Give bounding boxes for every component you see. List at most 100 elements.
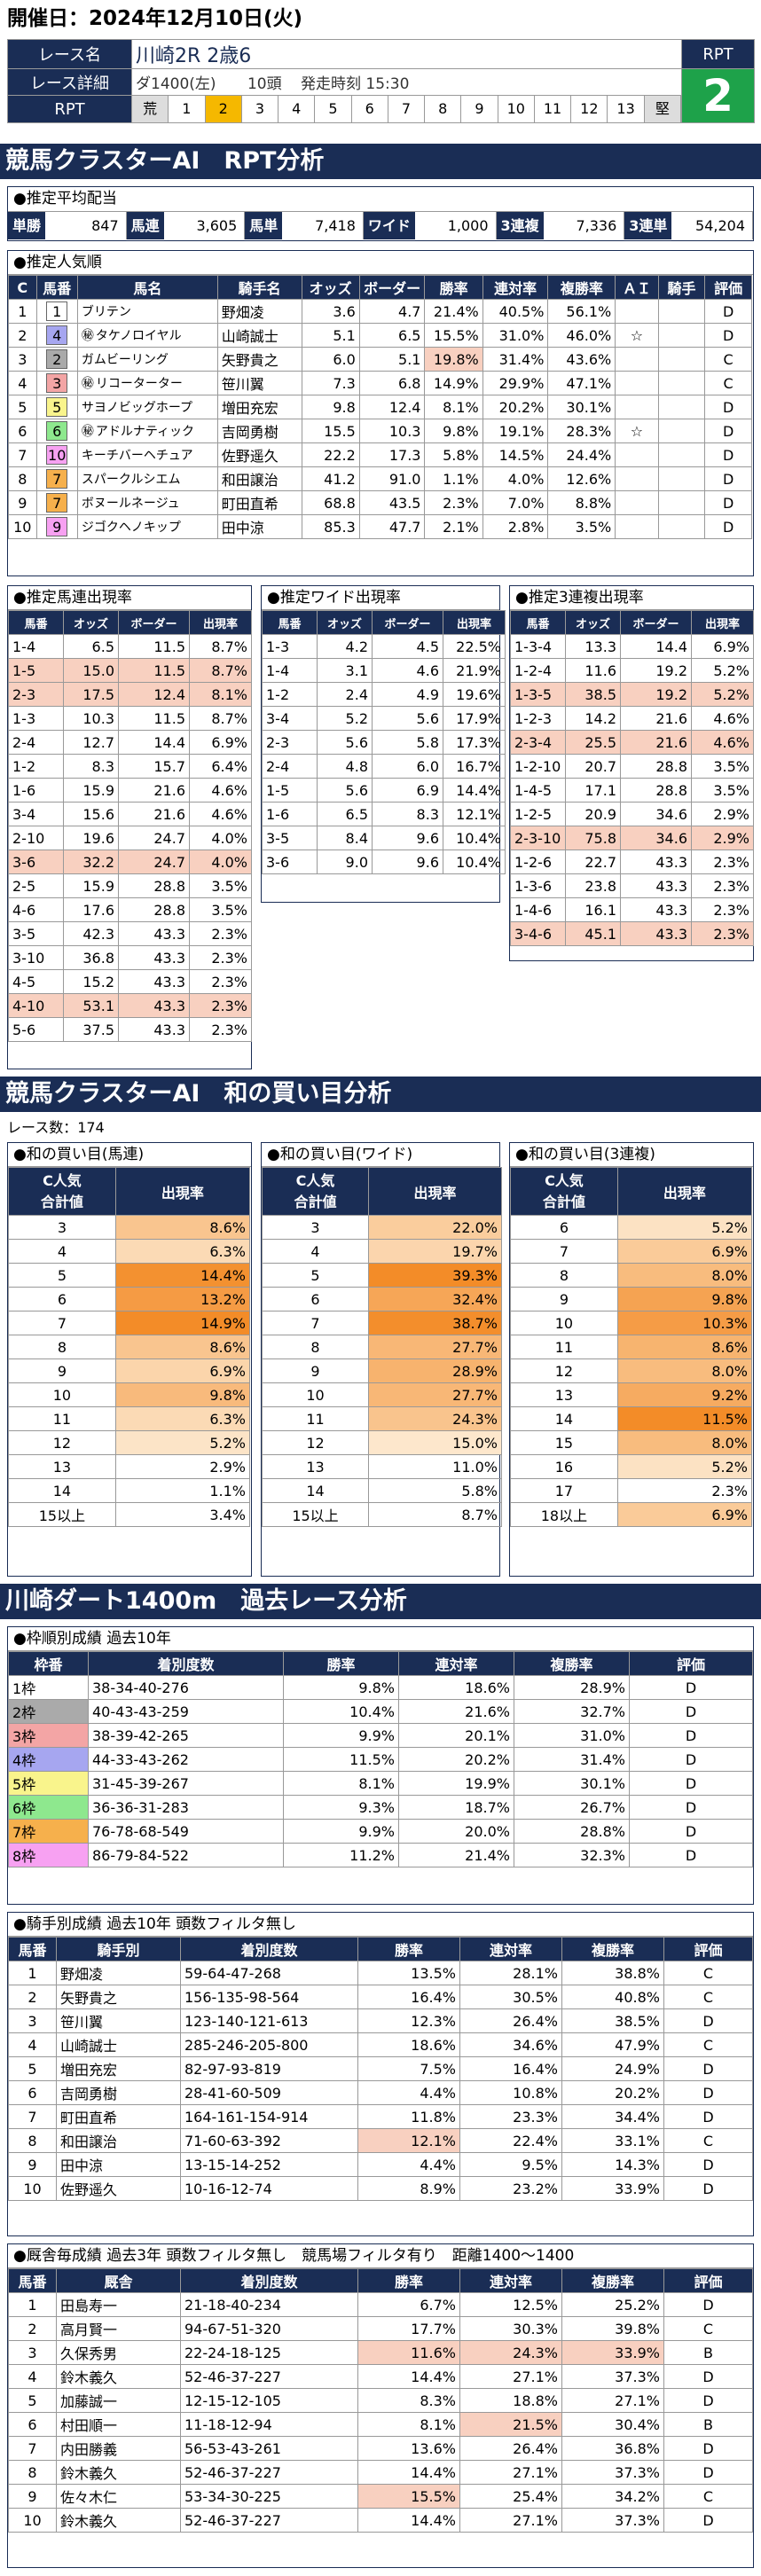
wa-sum: 9 [8, 1358, 116, 1383]
prob-value: 11.5 [118, 658, 190, 683]
table-row: 1枠 38-34-40-276 9.8% 18.6% 28.9% D [8, 1675, 753, 1700]
prob-value: 45.1 [565, 921, 621, 946]
jockey-mark [657, 466, 706, 491]
prob-value: 12.7 [63, 730, 119, 755]
stat-value: 26.4% [459, 2008, 562, 2033]
jockey-name: 矢野貴之 [216, 347, 302, 372]
stat-value: 11-18-12-94 [180, 2412, 358, 2437]
waku-value: 28.8% [514, 1819, 630, 1844]
ninki-header: 馬名 [76, 275, 218, 300]
prob-value: 4.6% [189, 778, 252, 803]
waku-label: 6枠 [8, 1795, 89, 1820]
waku-value: 31.4% [514, 1747, 630, 1772]
prob-header: 出現率 [691, 610, 754, 635]
ninki-value: 14.9% [424, 371, 483, 395]
ninki-header: ＡＩ [615, 275, 659, 300]
prob-value: 43.3 [118, 1017, 190, 1042]
wa-sum: 7 [510, 1239, 618, 1264]
ai-mark [615, 347, 659, 372]
bet-combo: 2-5 [8, 873, 64, 898]
jockey-mark [657, 371, 706, 395]
horse-name-text: ブリテン [81, 305, 131, 319]
stat-value: 34.6% [459, 2032, 562, 2057]
wide-box: ●推定ワイド出現率 馬番 オッズ ボーダー 出現率 1-3 4.2 4.5 22.5% 1-4 3… [261, 585, 506, 903]
table-row: 7 10 キーチバーヘチュア 佐野遥久 22.2 17.3 5.8% 14.5% 24.4% D [8, 442, 752, 467]
prob-value: 43.3 [118, 921, 190, 946]
prob-value: 8.7% [189, 658, 252, 683]
horse-number: 7 [35, 466, 78, 491]
stat-value: 6.7% [357, 2292, 460, 2317]
prob-value: 43.3 [620, 921, 692, 946]
bet-combo: 2-3-4 [510, 730, 566, 755]
ai-mark [615, 442, 659, 467]
table-row: 2-4 12.7 14.4 6.9% [8, 730, 252, 755]
waku-value: 11.2% [283, 1843, 399, 1867]
stat-value: 94-67-51-320 [180, 2316, 358, 2341]
stat-value: 26.4% [459, 2436, 562, 2461]
prob-value: 11.5 [118, 634, 190, 659]
prob-value: 21.6 [118, 778, 190, 803]
prob-value: 34.6 [620, 802, 692, 826]
wa-sum: 12 [8, 1430, 116, 1455]
stat-header: 勝率 [357, 2268, 460, 2293]
stat-value: 2 [8, 1985, 57, 2009]
ninki-value: 7.3 [301, 371, 360, 395]
table-row: 9 田中涼 13-15-14-252 4.4% 9.5% 14.3% D [8, 2152, 753, 2177]
prob-value: 15.7 [118, 754, 190, 779]
wa-rate: 5.2% [616, 1215, 753, 1240]
wa-rate: 5.8% [368, 1478, 502, 1503]
wa-sanren-box: ●和の買い目(3連複) C人気 合計値 出現率 6 5.2% 7 6.9% 8 8.0% 9 9.8… [509, 1142, 754, 1577]
stat-value: D [663, 2152, 753, 2177]
bet-combo: 2-3-10 [510, 826, 566, 850]
prob-value: 8.3 [372, 802, 443, 826]
prob-value: 8.7% [189, 634, 252, 659]
table-row: 16 5.2% [510, 1454, 753, 1479]
rating: D [704, 395, 752, 419]
prob-value: 3.5% [189, 897, 252, 922]
ninki-value: 2.8% [482, 514, 549, 539]
waku-value: D [629, 1723, 753, 1748]
rpt-scale-cell: 7 [388, 96, 426, 122]
table-row: 7 38.7% [262, 1311, 502, 1335]
prob-value: 6.4% [189, 754, 252, 779]
table-row: 2 4 ㊙タケノロイヤル 山崎誠士 5.1 6.5 15.5% 31.0% 46.0% ☆ D [8, 323, 752, 348]
wa-sum: 11 [8, 1406, 116, 1431]
ninki-value: 15.5 [301, 419, 360, 443]
wa-sum: 13 [510, 1382, 618, 1407]
table-row: 3 久保秀男 22-24-18-125 11.6% 24.3% 33.9% B [8, 2340, 753, 2365]
prob-header: 出現率 [443, 610, 506, 635]
stat-value: C [663, 2128, 753, 2153]
stat-value: 52-46-37-227 [180, 2460, 358, 2485]
stat-header: 複勝率 [561, 1937, 664, 1961]
table-row: 13 9.2% [510, 1382, 753, 1407]
prob-value: 16.1 [565, 897, 621, 922]
stat-value: 4.4% [357, 2152, 460, 2177]
heads: 10頭 [247, 75, 282, 93]
stat-value: 10.8% [459, 2080, 562, 2105]
ninki-value: 30.1% [547, 395, 616, 419]
waku-value: D [629, 1819, 753, 1844]
payout-label: 3連複 [496, 212, 544, 239]
ninki-value: 5.1 [301, 323, 360, 348]
horse-name-text: ボヌールネージュ [81, 497, 180, 511]
table-row: 5-6 37.5 43.3 2.3% [8, 1017, 252, 1042]
wide-title: ●推定ワイド出現率 [262, 586, 499, 610]
wa-rate: 6.9% [616, 1502, 753, 1527]
stat-value: 11.6% [357, 2340, 460, 2365]
ninki-c: 9 [8, 490, 37, 515]
table-row: 8 8.6% [8, 1335, 251, 1359]
horse-name-text: アドルナティック [95, 425, 195, 439]
person-name: 村田順一 [56, 2412, 181, 2437]
ninki-c: 6 [8, 419, 37, 443]
waku-value: 21.4% [398, 1843, 514, 1867]
stat-value: 4.4% [357, 2080, 460, 2105]
stat-value: 15.5% [357, 2484, 460, 2509]
stat-value: D [663, 2436, 753, 2461]
rpt-scale-cell: 12 [571, 96, 608, 122]
stat-value: 52-46-37-227 [180, 2508, 358, 2533]
waku-value: 21.6% [398, 1699, 514, 1724]
waku-value: 8.1% [283, 1771, 399, 1796]
wa-sum: 4 [262, 1239, 369, 1264]
stat-value: D [663, 2104, 753, 2129]
prob-value: 38.5 [565, 682, 621, 707]
